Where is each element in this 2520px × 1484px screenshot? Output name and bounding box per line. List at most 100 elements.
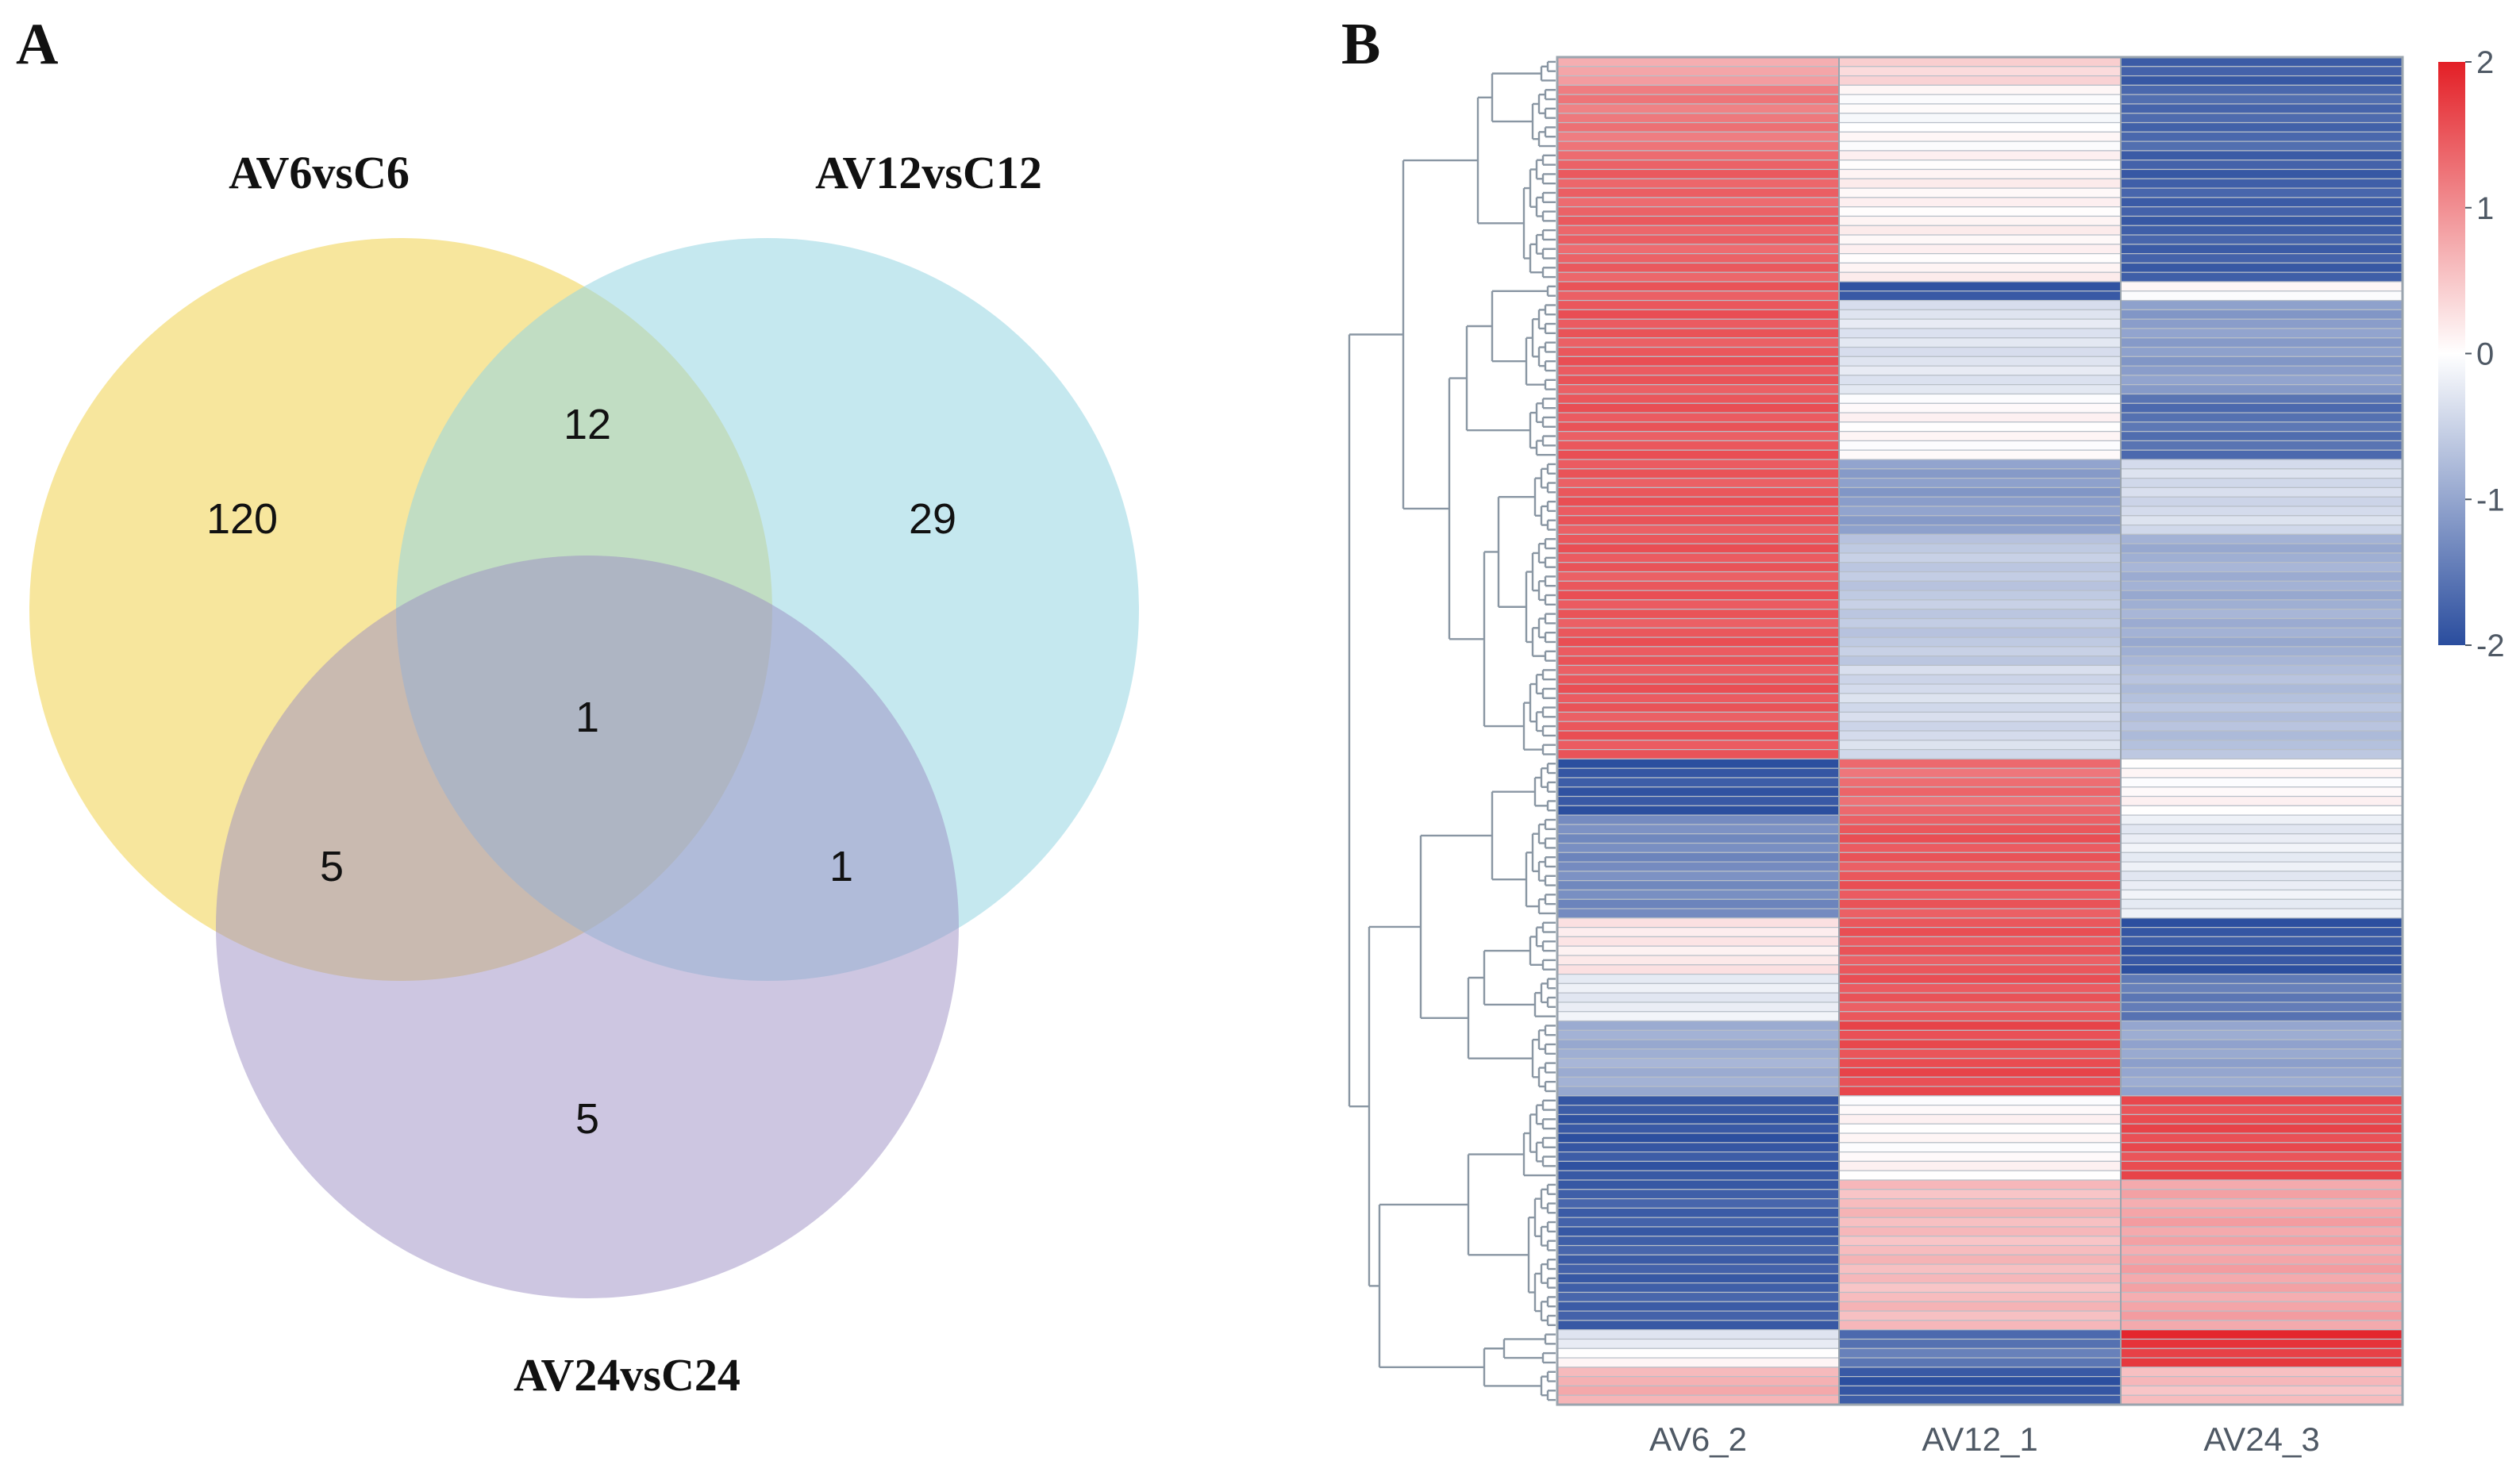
heatmap-cell [1556, 636, 1841, 648]
heatmap-cell [1556, 103, 1841, 114]
heatmap-cell [1838, 777, 2122, 788]
heatmap-cell [1556, 1011, 1841, 1022]
heatmap-cell [1556, 1282, 1841, 1294]
heatmap-cell [1556, 908, 1841, 919]
heatmap-cell [1556, 1376, 1841, 1387]
heatmap-cell [2120, 1020, 2404, 1031]
heatmap-cell [1556, 1132, 1841, 1144]
heatmap-cell [2120, 1142, 2404, 1153]
heatmap-cell [1556, 318, 1841, 329]
heatmap-cell [1838, 121, 2122, 133]
heatmap-cell [2120, 898, 2404, 909]
heatmap-cell [1556, 852, 1841, 863]
heatmap-cell [2120, 318, 2404, 329]
heatmap-cell [2120, 908, 2404, 919]
heatmap-cell [2120, 412, 2404, 423]
heatmap-cell [1838, 599, 2122, 610]
heatmap-cell [1838, 702, 2122, 713]
heatmap-cell [2120, 1357, 2404, 1368]
heatmap-cell [2120, 562, 2404, 573]
heatmap-cell [1556, 1067, 1841, 1078]
heatmap-cell [1556, 664, 1841, 675]
colorbar-tick-label: -2 [2476, 629, 2505, 663]
heatmap-cell [1556, 693, 1841, 704]
heatmap-cell [2120, 524, 2404, 535]
heatmap-cell [2120, 140, 2404, 152]
heatmap-cell [1556, 365, 1841, 376]
heatmap-cell [1838, 674, 2122, 685]
heatmap-cell [2120, 973, 2404, 984]
heatmap-cell [2120, 160, 2404, 171]
heatmap-cell [1556, 1254, 1841, 1265]
heatmap-cell [2120, 917, 2404, 928]
heatmap-cell [1838, 197, 2122, 208]
heatmap-cell [1556, 1048, 1841, 1059]
heatmap-cell [1556, 1095, 1841, 1106]
heatmap-cell [1556, 1151, 1841, 1163]
heatmap-cell [1838, 1020, 2122, 1031]
heatmap-cell [2120, 1367, 2404, 1378]
count-av24-only: 5 [575, 1095, 599, 1143]
heatmap-cell [1838, 262, 2122, 273]
heatmap-cell [1556, 571, 1841, 582]
heatmap-cell [2120, 683, 2404, 694]
heatmap-cell [1556, 515, 1841, 526]
heatmap-cell [1556, 683, 1841, 694]
heatmap-cell [2120, 795, 2404, 806]
heatmap-cell [1556, 431, 1841, 442]
heatmap-cell [1556, 964, 1841, 975]
heatmap-cell [1556, 627, 1841, 638]
heatmap-cell [1556, 1086, 1841, 1097]
heatmap-cell [1556, 1105, 1841, 1116]
heatmap-cell [1556, 384, 1841, 395]
heatmap-cell [1838, 299, 2122, 310]
heatmap-cell [1556, 580, 1841, 591]
heatmap-cell [1838, 1385, 2122, 1396]
heatmap-cell [2120, 1244, 2404, 1255]
colorbar [2438, 62, 2465, 645]
heatmap-cell [1556, 281, 1841, 292]
heatmap-cell [2120, 356, 2404, 367]
heatmap-cell [2120, 730, 2404, 741]
heatmap-cell [1556, 599, 1841, 610]
heatmap-cell [2120, 1076, 2404, 1087]
heatmap-cell [1838, 927, 2122, 938]
heatmap-cell [1838, 898, 2122, 909]
heatmap-cell [1838, 992, 2122, 1003]
heatmap-cell [2120, 617, 2404, 629]
heatmap-cell [1556, 197, 1841, 208]
heatmap-cell [2120, 786, 2404, 798]
heatmap-cell [1556, 1236, 1841, 1247]
heatmap-cell [1556, 328, 1841, 339]
heatmap-cell [1556, 1367, 1841, 1378]
heatmap-cell [1556, 271, 1841, 283]
heatmap-cell [2120, 1226, 2404, 1237]
heatmap-cell [2120, 1263, 2404, 1274]
heatmap-cell [1556, 421, 1841, 433]
heatmap-cell [1556, 496, 1841, 507]
heatmap-cell [1838, 393, 2122, 404]
heatmap-cell [2120, 842, 2404, 853]
heatmap-cell [1556, 880, 1841, 891]
heatmap-cell [1556, 94, 1841, 105]
heatmap-cell [1838, 524, 2122, 535]
heatmap-cell [1838, 1244, 2122, 1255]
heatmap-cell [1838, 66, 2122, 77]
heatmap-cell [2120, 599, 2404, 610]
heatmap-cell [1556, 1189, 1841, 1200]
heatmap-cell [1838, 1002, 2122, 1013]
heatmap-cell [2120, 113, 2404, 124]
heatmap-cell [2120, 861, 2404, 872]
heatmap-cell [1838, 131, 2122, 142]
heatmap-cell [1556, 1263, 1841, 1274]
heatmap-cell [2120, 206, 2404, 217]
heatmap-cell [1838, 1123, 2122, 1134]
heatmap-cell [1838, 580, 2122, 591]
heatmap-cell [1556, 1076, 1841, 1087]
heatmap-cell [2120, 449, 2404, 460]
heatmap-cell [2120, 1291, 2404, 1302]
heatmap-cell [2120, 234, 2404, 245]
heatmap-cell [2120, 693, 2404, 704]
heatmap-cell [1838, 693, 2122, 704]
heatmap-cell [1838, 375, 2122, 386]
